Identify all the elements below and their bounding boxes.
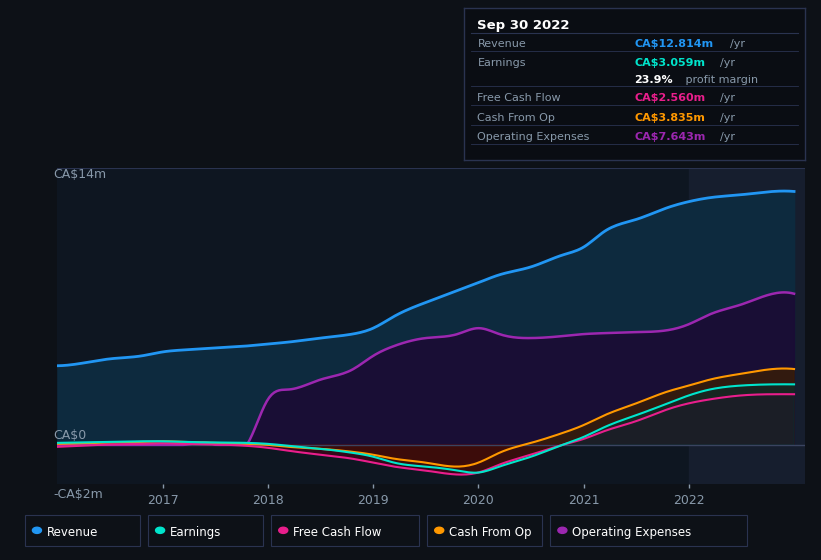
Text: Cash From Op: Cash From Op — [478, 113, 555, 123]
Text: Revenue: Revenue — [47, 526, 99, 539]
Text: CA$3.835m: CA$3.835m — [635, 113, 705, 123]
Text: Operating Expenses: Operating Expenses — [478, 132, 589, 142]
Text: 23.9%: 23.9% — [635, 75, 673, 85]
Text: Operating Expenses: Operating Expenses — [572, 526, 691, 539]
Text: Free Cash Flow: Free Cash Flow — [293, 526, 382, 539]
Text: /yr: /yr — [730, 39, 745, 49]
Text: Earnings: Earnings — [170, 526, 222, 539]
Text: Earnings: Earnings — [478, 58, 526, 68]
Text: Revenue: Revenue — [478, 39, 526, 49]
Text: CA$14m: CA$14m — [53, 168, 107, 181]
Text: Sep 30 2022: Sep 30 2022 — [478, 19, 570, 32]
Text: CA$2.560m: CA$2.560m — [635, 93, 705, 103]
Text: -CA$2m: -CA$2m — [53, 488, 103, 501]
Text: profit margin: profit margin — [682, 75, 758, 85]
Text: CA$3.059m: CA$3.059m — [635, 58, 705, 68]
Text: /yr: /yr — [720, 93, 735, 103]
Text: Free Cash Flow: Free Cash Flow — [478, 93, 561, 103]
Text: /yr: /yr — [720, 113, 735, 123]
Text: Cash From Op: Cash From Op — [449, 526, 531, 539]
Text: CA$0: CA$0 — [53, 429, 87, 442]
Text: /yr: /yr — [720, 132, 735, 142]
Bar — [689, 168, 805, 484]
Text: /yr: /yr — [720, 58, 735, 68]
Text: CA$7.643m: CA$7.643m — [635, 132, 705, 142]
Text: CA$12.814m: CA$12.814m — [635, 39, 713, 49]
